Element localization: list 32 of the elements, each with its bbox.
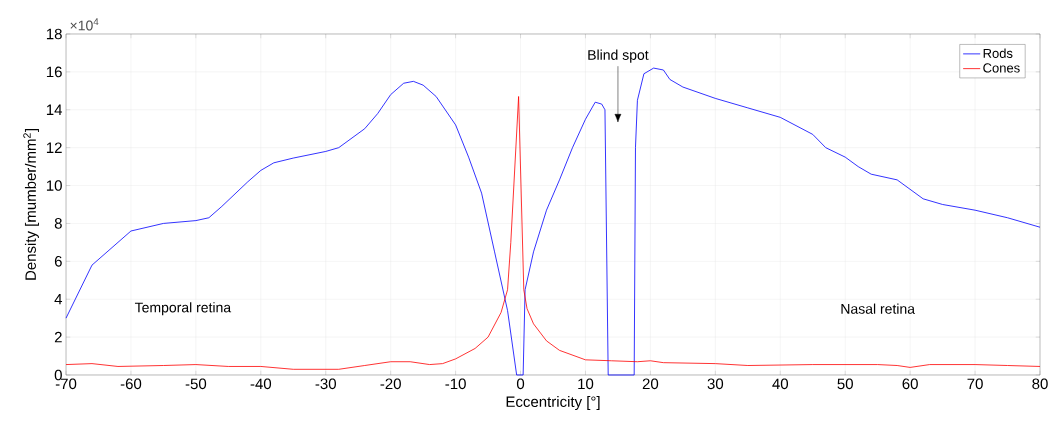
x-tick-label: -30 [315,378,336,390]
legend-label: Rods [983,48,1013,58]
legend-label: Cones [983,63,1020,73]
text: ×10$^{4}$ [70,18,99,31]
x-tick-label: 70 [967,378,983,390]
x-tick-label: -20 [380,378,401,390]
x-tick-label: -60 [120,378,142,390]
y-tick-label: 14 [46,104,63,115]
annotation: Blind spot [588,49,649,63]
x-tick-label: 20 [642,378,659,390]
x-tick-label: 80 [1032,378,1048,390]
y-tick-label: 8 [54,218,62,229]
x-axis-title: Eccentricity [°] [506,396,600,410]
x-tick-label: 30 [707,378,724,390]
y-tick-label: 10 [46,180,62,191]
y-tick-label: 2 [54,331,62,343]
y-tick-label: 4 [54,294,63,305]
y-tick-label: 12 [46,142,62,153]
x-tick-label: 0 [516,378,525,390]
annotation: Nasal retina [841,303,916,314]
x-tick-label: -50 [185,378,207,390]
annotation: Temporal retina [134,302,232,316]
x-tick-label: -10 [445,378,466,390]
x-tick-label: 50 [837,378,853,390]
y-tick-label: 16 [46,66,62,78]
x-tick-label: -40 [250,378,272,390]
y-axis-title: Density [mumber/mm$^{2}$] [23,129,39,280]
x-tick-label: 60 [902,378,918,390]
y-tick-label: 18 [46,28,62,40]
x-tick-label: 10 [578,378,594,390]
y-tick-label: 6 [54,256,62,267]
x-tick-label: 40 [772,378,789,390]
